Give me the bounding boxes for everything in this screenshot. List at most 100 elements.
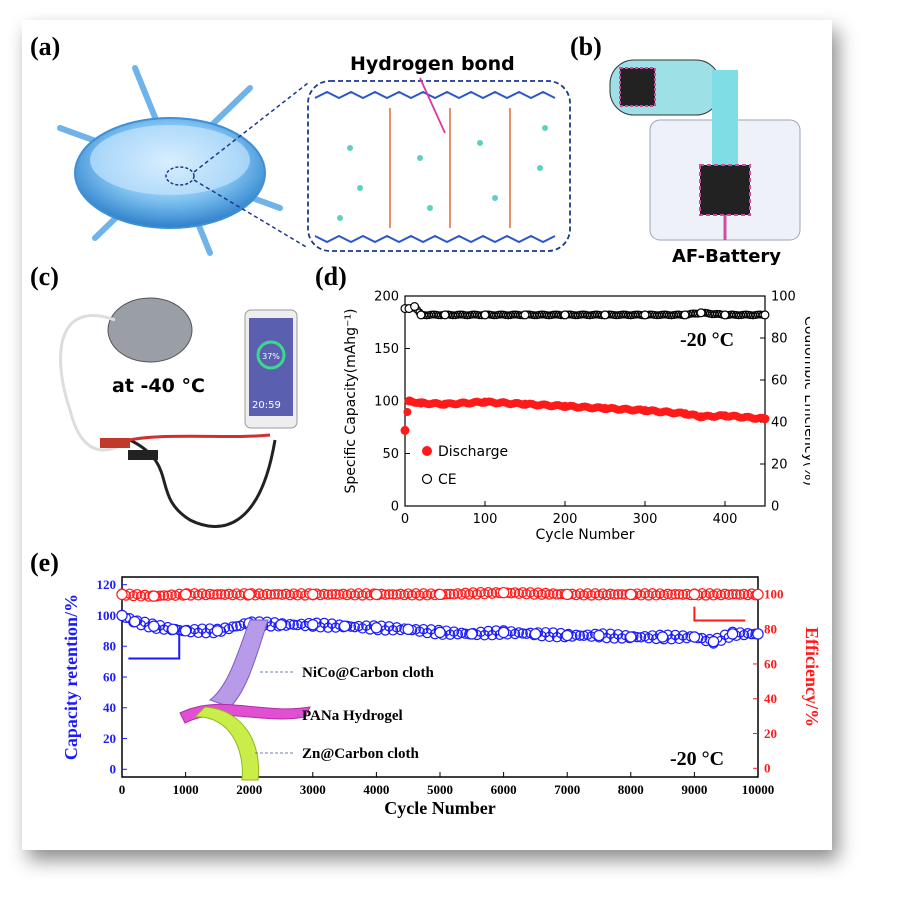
data-point-series-1 [434,588,446,601]
chart-e-annotation: -20 °C [670,748,724,770]
data-point-series-0 [513,627,525,638]
x-tick-label: 3000 [300,782,326,797]
data-point-ce [640,310,650,320]
x-tick-label: 7000 [554,782,580,797]
data-point-series-0 [227,621,238,632]
device-layer-label: NiCo@Carbon cloth [302,665,435,681]
data-point-series-0 [370,622,383,634]
y-tick-label: 0 [391,499,399,514]
legend-marker-discharge [422,446,432,456]
y-tick-label: 40 [103,700,116,715]
panel-a-illustration: Hydrogen bond [57,53,571,256]
data-point-series-1 [261,588,273,600]
data-point-series-1 [370,588,383,601]
data-point-ce [600,310,610,320]
data-point-series-0 [497,626,510,639]
x-tick-label: 10000 [742,782,775,797]
data-point-series-1 [208,589,219,600]
data-point-series-1 [212,589,223,600]
data-point-series-0 [418,623,429,635]
phone-battery-ring [256,340,286,370]
y-axis-label: Specific Capacity(mAhg⁻¹) [343,308,359,493]
data-point-discharge [560,401,570,411]
legend-marker-ce [421,473,433,485]
zn-carbon-cloth-layer [193,706,260,781]
data-point-series-1 [723,589,734,600]
hydrogen-bond-arrow [419,77,446,134]
data-point-series-1 [219,589,231,600]
data-point-series-0 [593,629,605,642]
nico-carbon-cloth-layer [208,619,269,708]
arrow-to-right-axis [693,606,746,622]
data-point-discharge [520,399,530,409]
data-point-discharge [696,412,706,422]
y-tick-label: 100 [374,394,399,409]
data-point-discharge [640,405,650,415]
data-point-series-0 [211,625,224,637]
data-point-ce [760,310,770,320]
data-point-ce [440,310,450,320]
data-point-series-0 [402,623,414,636]
data-point-series-1 [609,589,620,600]
y2-tick-label: 100 [771,290,796,304]
panel-c-illustration: 37% 20:59 at -40 °C [59,297,298,528]
data-point-discharge [416,398,426,408]
x-tick-label: 300 [633,512,658,527]
polymer-chain-bottom [314,234,556,244]
data-point-series-1 [677,589,689,600]
y2-tick-label: 0 [771,499,779,514]
data-point-series-1 [204,588,215,600]
y2-axis-label: Efficiency/% [802,627,820,727]
x-tick-label: 100 [473,512,498,527]
data-point-series-1 [387,589,399,600]
data-point-series-1 [561,588,573,601]
data-point-series-0 [167,623,179,636]
y-tick-label: 0 [110,762,117,777]
phone-readout: 37% [262,352,280,361]
data-point-series-1 [719,588,731,600]
data-point-ce [720,310,730,320]
y-tick-label: 200 [374,290,399,304]
data-point-series-0 [179,625,192,637]
data-point-series-0 [574,630,586,641]
arrow-to-left-axis [128,633,181,660]
data-point-series-0 [434,626,446,639]
x-axis-label: Cycle Number [384,798,495,818]
hydrogen-bond-title: Hydrogen bond [350,53,515,75]
wire-black [129,438,277,528]
af-battery-cell [699,164,751,216]
clip-red [100,438,130,448]
data-point-series-1 [673,589,685,600]
data-point-discharge [403,408,412,417]
panel-label-c: (c) [30,262,59,291]
data-point-series-0 [466,628,478,640]
af-battery-caption: AF-Battery [672,246,781,265]
data-point-series-1 [605,588,616,600]
y2-tick-label: 40 [764,691,777,706]
hydrogel-disc-top [90,125,250,195]
y-tick-label: 50 [382,447,399,462]
panel-label-d: (d) [315,262,347,291]
panel-c-temperature: at -40 °C [112,375,205,397]
y2-tick-label: 60 [764,656,777,671]
panel-b-illustration: AF-Battery [609,59,801,265]
y2-tick-label: 100 [764,587,784,602]
data-point-series-1 [307,588,319,601]
y-tick-label: 20 [103,731,116,746]
data-point-series-1 [727,589,738,600]
data-point-series-1 [277,589,288,600]
data-point-series-0 [529,628,542,640]
data-point-ce [480,310,490,320]
data-point-series-1 [391,589,402,600]
data-point-series-1 [273,589,284,600]
hydrogen-bond-box [307,80,571,252]
y-tick-label: 60 [103,669,116,684]
device-layer-label: Zn@Carbon cloth [302,746,420,762]
y2-tick-label: 20 [764,726,777,741]
data-point-series-0 [752,628,764,640]
data-point-series-1 [752,588,764,601]
data-point-series-0 [148,620,160,632]
data-point-series-1 [548,588,559,599]
y-tick-label: 120 [97,577,117,592]
legend-label-discharge: Discharge [438,444,508,460]
